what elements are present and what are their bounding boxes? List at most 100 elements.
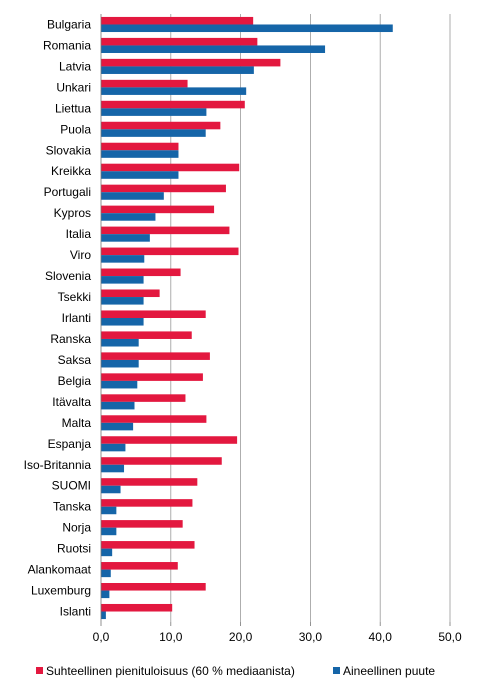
category-label: Iso-Britannia — [24, 458, 92, 472]
category-label: SUOMI — [52, 479, 91, 493]
bar-relative-poverty — [101, 499, 193, 507]
category-label: Puola — [60, 122, 91, 136]
category-label: Kreikka — [51, 164, 91, 178]
category-label: Ruotsi — [57, 542, 91, 556]
bar-material-deprivation — [101, 338, 139, 347]
bar-relative-poverty — [101, 583, 206, 591]
bar-relative-poverty — [101, 541, 195, 549]
bar-material-deprivation — [101, 401, 135, 410]
bar-material-deprivation — [101, 506, 117, 515]
bar-material-deprivation — [101, 276, 144, 284]
bar-material-deprivation — [101, 255, 145, 263]
category-label: Latvia — [59, 59, 91, 73]
bar-relative-poverty — [101, 163, 240, 172]
category-label: Slovenia — [45, 269, 91, 283]
bar-relative-poverty — [101, 268, 181, 277]
bar-relative-poverty — [101, 562, 178, 570]
bar-material-deprivation — [101, 569, 111, 578]
category-label: Italia — [66, 227, 92, 241]
bar-relative-poverty — [101, 373, 203, 381]
category-label: Islanti — [60, 605, 91, 619]
bar-relative-poverty — [101, 16, 254, 25]
bar-material-deprivation — [101, 527, 117, 536]
bar-relative-poverty — [101, 603, 173, 612]
bar-material-deprivation — [101, 24, 393, 33]
legend-item-relative-poverty: Suhteellinen pienituloisuus (60 % mediaa… — [46, 664, 295, 678]
bar-relative-poverty — [101, 352, 210, 360]
legend-swatch — [333, 667, 340, 674]
axes: 0,0 10,0 20,0 30,0 40,0 50,0 — [93, 14, 462, 644]
bar-relative-poverty — [101, 394, 186, 402]
category-label: Irlanti — [62, 311, 91, 325]
bar-material-deprivation — [101, 422, 134, 431]
category-label: Espanja — [48, 437, 92, 451]
bar-material-deprivation — [101, 297, 144, 305]
bar-material-deprivation — [101, 464, 125, 473]
bar-material-deprivation — [101, 66, 254, 74]
category-label: Romania — [43, 38, 91, 52]
category-label: Liettua — [55, 101, 91, 115]
bar-relative-poverty — [101, 184, 226, 193]
bar-relative-poverty — [101, 289, 160, 298]
bar-relative-poverty — [101, 205, 215, 214]
x-tick-label: 30,0 — [299, 630, 323, 644]
category-label: Ranska — [50, 332, 91, 346]
category-label: Bulgaria — [47, 17, 91, 31]
bar-material-deprivation — [101, 380, 138, 389]
bar-relative-poverty — [101, 226, 230, 235]
x-tick-label: 10,0 — [159, 630, 183, 644]
bar-material-deprivation — [101, 108, 207, 116]
bar-relative-poverty — [101, 100, 245, 109]
category-label: Tanska — [53, 500, 91, 514]
bar-material-deprivation — [101, 234, 150, 242]
bar-relative-poverty — [101, 142, 179, 151]
bar-relative-poverty — [101, 79, 188, 88]
bar-relative-poverty — [101, 415, 207, 423]
bar-relative-poverty — [101, 121, 221, 130]
category-labels: Bulgaria Romania Latvia Unkari Liettua Puola S… — [24, 17, 92, 618]
bar-relative-poverty — [101, 457, 222, 465]
bar-relative-poverty — [101, 58, 281, 67]
category-label: Unkari — [56, 80, 91, 94]
category-label: Slovakia — [46, 143, 92, 157]
legend-item-material-deprivation: Aineellinen puute — [343, 664, 435, 678]
category-label: Luxemburg — [31, 584, 91, 598]
bar-relative-poverty — [101, 310, 206, 318]
legend: Suhteellinen pienituloisuus (60 % mediaa… — [36, 664, 435, 678]
bar-material-deprivation — [101, 590, 110, 599]
x-tick-label: 50,0 — [438, 630, 462, 644]
bars — [101, 16, 393, 620]
bar-relative-poverty — [101, 436, 238, 444]
bar-material-deprivation — [101, 45, 326, 53]
bar-relative-poverty — [101, 520, 183, 528]
bar-material-deprivation — [101, 443, 126, 452]
bar-relative-poverty — [101, 37, 258, 46]
bar-material-deprivation — [101, 318, 144, 326]
x-tick-label: 0,0 — [93, 630, 110, 644]
x-tick-label: 40,0 — [369, 630, 393, 644]
category-label: Malta — [62, 416, 92, 430]
category-label: Norja — [62, 521, 91, 535]
category-label: Alankomaat — [28, 563, 92, 577]
bar-material-deprivation — [101, 611, 106, 620]
bar-relative-poverty — [101, 331, 192, 339]
bar-relative-poverty — [101, 247, 239, 256]
bar-material-deprivation — [101, 485, 121, 494]
category-label: Itävalta — [52, 395, 91, 409]
legend-swatch — [36, 667, 43, 674]
bar-material-deprivation — [101, 213, 156, 221]
bar-material-deprivation — [101, 150, 179, 158]
category-label: Portugali — [44, 185, 91, 199]
bar-relative-poverty — [101, 478, 198, 486]
bar-material-deprivation — [101, 359, 139, 368]
category-label: Tsekki — [58, 290, 91, 304]
bar-material-deprivation — [101, 171, 179, 179]
bar-material-deprivation — [101, 192, 164, 200]
category-label: Kypros — [54, 206, 91, 220]
bar-material-deprivation — [101, 129, 206, 137]
category-label: Saksa — [58, 353, 92, 367]
bar-material-deprivation — [101, 87, 247, 95]
x-tick-label: 20,0 — [229, 630, 253, 644]
